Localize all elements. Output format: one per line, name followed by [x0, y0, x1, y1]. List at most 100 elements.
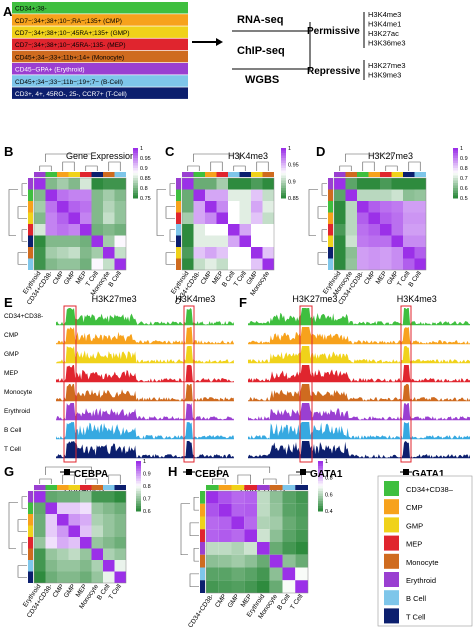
heatmap-cell [218, 529, 232, 542]
legend-swatch [384, 572, 399, 587]
cell-type-text: CD7−;34+;38+;10−;45RA+;135+ (GMP) [15, 30, 130, 37]
heatmap-cell [380, 235, 392, 247]
heatmap-cell [80, 212, 92, 224]
heatmap-cell [57, 525, 69, 537]
heatmap-cell [239, 201, 251, 213]
heatmap-top-strip [231, 485, 245, 490]
heatmap-cell [205, 201, 217, 213]
browser-track-signal [248, 327, 470, 344]
heatmap-axis-label: CMP [200, 270, 214, 286]
heatmap-cell [80, 502, 92, 514]
cell-type-color-bar [12, 14, 188, 26]
legend-item: T Cell [384, 608, 426, 624]
legend-swatch [384, 535, 399, 551]
heatmap-top-strip [368, 172, 380, 177]
colorbar-tick: 0.85 [140, 176, 151, 182]
heatmap-cell [206, 529, 219, 542]
colorbar-tick: 0.9 [143, 472, 151, 478]
heatmap-cell [228, 212, 240, 224]
heatmap-colorbar: 1 0.95 0.9 0.85 0.8 0.75 [133, 146, 151, 202]
heatmap-axis-label: T Cell [233, 270, 249, 288]
legend-item: Erythroid [384, 572, 436, 587]
heatmap-cell [91, 560, 103, 572]
highlight-box-left [63, 305, 77, 463]
heatmap-cell [103, 258, 115, 270]
heatmap-cell [244, 491, 257, 504]
heatmap-cell [357, 178, 369, 190]
heatmap-cell [380, 258, 392, 270]
heatmap-side-strip [200, 567, 205, 581]
assay-wgbs: WGBS [245, 74, 279, 86]
heatmap-cell [57, 491, 69, 503]
colorbar-tick: 1 [325, 459, 328, 465]
heatmap-cell [45, 502, 57, 514]
legend-swatch [384, 608, 399, 624]
heatmap-top-strip [244, 485, 257, 490]
browser-track-signal [248, 308, 470, 325]
heatmap-cell [80, 514, 92, 526]
heatmap-top-strip [68, 172, 80, 177]
heatmap-cell [403, 178, 415, 190]
heatmap-top-strip [80, 172, 92, 177]
legend-swatch [384, 499, 399, 515]
gene-exon-right [186, 469, 192, 475]
colorbar-tick: 1 [288, 146, 291, 152]
colorbar-tick: 0.9 [460, 156, 468, 162]
heatmap-cell [257, 529, 270, 542]
heatmap-cell [114, 502, 126, 514]
colorbar-tick: 1 [143, 459, 146, 465]
colorbar-tick: 0.6 [143, 509, 151, 515]
heatmap-cell [239, 224, 251, 236]
heatmap-cell [34, 491, 46, 503]
heatmap-cell [103, 189, 115, 201]
heatmap-cell [57, 560, 69, 572]
legend-swatch [384, 481, 399, 496]
assay-diagram: RNA-seq ChIP-seq WGBS Permissive Repress… [192, 10, 406, 86]
heatmap-cell [114, 224, 126, 236]
heatmap-cell [345, 258, 357, 270]
heatmap-colorbar: 1 0.95 0.9 0.85 [281, 146, 299, 202]
heatmap-cell [68, 560, 80, 572]
browser-track-signal [248, 422, 470, 439]
browser-track-signal [248, 346, 470, 363]
heatmap-cell [34, 247, 46, 259]
heatmap-side-strip [28, 247, 33, 259]
heatmap-cell [193, 247, 205, 259]
legend-swatch [384, 590, 399, 606]
heatmap-cell [380, 178, 392, 190]
heatmap-side-strip [328, 247, 333, 259]
gene-exon-left [64, 469, 70, 475]
colorbar-tick: 0.4 [325, 509, 333, 515]
heatmap-cell [251, 178, 263, 190]
heatmap-cell [68, 502, 80, 514]
heatmap-cell [45, 201, 57, 213]
heatmap-side-strip [28, 491, 33, 503]
heatmap-cell [257, 516, 270, 530]
heatmap-cell [216, 235, 228, 247]
heatmap-cell [334, 201, 346, 213]
heatmap-top-strip [282, 485, 296, 490]
heatmap-cell [282, 503, 296, 517]
cell-type-color-bar [12, 2, 188, 14]
heatmap-cell [45, 258, 57, 270]
heatmap-cell [193, 189, 205, 201]
heatmap-side-strip [28, 525, 33, 537]
heatmap-cell [193, 224, 205, 236]
heatmap-top-strip [403, 172, 415, 177]
heatmap-side-strip [28, 212, 33, 224]
heatmap-cell [80, 235, 92, 247]
heatmap-cell [91, 178, 103, 190]
heatmap-cell [269, 529, 283, 542]
heatmap-cell [239, 189, 251, 201]
browser-track-signal [56, 384, 234, 401]
heatmap-axis-label: GMP [63, 583, 77, 599]
legend-label: Monocyte [406, 558, 439, 567]
heatmap-top-strip [345, 172, 357, 177]
heatmap-cell [391, 178, 403, 190]
browser-track-signal [248, 403, 470, 420]
heatmap-cell [282, 529, 296, 542]
heatmap-panel-d: H3K27me3ErythroidMonocyteCD34+CD38-CMPME… [308, 146, 468, 306]
heatmap-cell [414, 247, 426, 259]
heatmap-axis-label: GMP [63, 270, 77, 286]
heatmap-cell [205, 235, 217, 247]
